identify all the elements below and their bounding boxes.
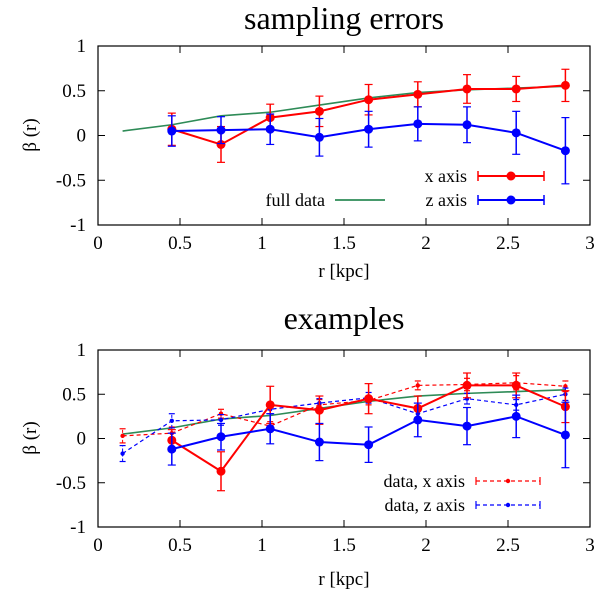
data-point	[364, 95, 374, 105]
x-tick-label: 2	[421, 535, 431, 556]
panel-sampling-errors: sampling errors r [kpc] β (r) 0 0.5 1 1.5 2 2…	[20, 0, 595, 282]
x-axis-label: r [kpc]	[318, 569, 369, 590]
y-tick-label: 1	[77, 36, 87, 57]
x-tick-label: 0	[93, 233, 103, 254]
data-point	[216, 139, 226, 149]
data-point	[462, 84, 472, 94]
x-tick-label: 2	[421, 233, 431, 254]
legend-label: full data	[266, 190, 325, 210]
data-point	[216, 432, 226, 442]
x-tick-label: 0	[93, 535, 103, 556]
data-point	[563, 384, 568, 389]
data-point	[560, 80, 570, 90]
data-point	[120, 451, 125, 456]
data-point	[413, 415, 423, 425]
series	[122, 85, 566, 132]
data-point	[511, 380, 521, 390]
data-point	[120, 433, 125, 439]
data-point	[218, 417, 224, 423]
data-point	[218, 411, 224, 416]
data-point	[314, 132, 324, 142]
x-tick-label: 3	[585, 535, 595, 556]
data-point	[314, 437, 324, 447]
series-line	[122, 382, 566, 437]
x-tick-label: 1	[257, 535, 267, 556]
series	[167, 394, 570, 469]
legend: x axis z axis full data	[266, 166, 545, 210]
plot-area: 0 0.5 1 1.5 2 2.5 3 -1 -0.5 0 0.5 1	[56, 36, 595, 254]
data-point	[364, 124, 374, 134]
data-point	[364, 394, 374, 404]
y-tick-label: -0.5	[56, 170, 86, 191]
x-tick-label: 2.5	[496, 535, 520, 556]
y-tick-label: -0.5	[56, 473, 86, 494]
data-point	[314, 106, 324, 116]
x-tick-label: 3	[585, 233, 595, 254]
x-axis-label: r [kpc]	[318, 261, 369, 282]
x-tick-label: 1.5	[332, 535, 356, 556]
y-tick-label: 0	[77, 126, 87, 147]
data-point	[462, 380, 472, 390]
series-line	[122, 393, 566, 455]
x-tick-label: 0.5	[168, 535, 192, 556]
legend-label: data, z axis	[385, 495, 465, 515]
y-axis-label: β (r)	[20, 118, 41, 151]
series-line	[122, 85, 566, 132]
series	[167, 106, 570, 185]
data-point	[560, 430, 570, 440]
x-tick-label: 2.5	[496, 233, 520, 254]
data-point	[364, 440, 374, 450]
legend-marker	[505, 502, 511, 508]
legend: data, x axis data, z axis	[384, 471, 541, 515]
data-point	[169, 418, 174, 423]
data-point	[413, 89, 423, 99]
x-tick-label: 1.5	[332, 233, 356, 254]
data-point	[167, 126, 177, 136]
y-tick-label: 0	[77, 429, 87, 450]
chart-title: examples	[284, 300, 405, 336]
data-point	[314, 405, 324, 415]
data-point	[167, 444, 177, 454]
y-tick-label: 0.5	[62, 384, 86, 405]
data-point	[511, 128, 521, 138]
data-point	[265, 124, 275, 134]
legend-marker	[506, 195, 516, 205]
y-tick-label: 1	[77, 340, 87, 361]
panel-examples: examples r [kpc] β (r) 0 0.5 1 1.5 2 2.5 3 -1 -0…	[20, 300, 595, 590]
legend-label: z axis	[426, 190, 467, 210]
data-point	[265, 424, 275, 434]
x-tick-label: 0.5	[168, 233, 192, 254]
x-tick-label: 1	[257, 233, 267, 254]
data-point	[216, 466, 226, 476]
data-point	[413, 119, 423, 129]
y-tick-label: -1	[70, 215, 86, 236]
series-line	[122, 389, 566, 435]
data-point	[216, 125, 226, 135]
data-point	[462, 421, 472, 431]
data-point	[560, 146, 570, 156]
data-point	[511, 411, 521, 421]
plot-area: 0 0.5 1 1.5 2 2.5 3 -1 -0.5 0 0.5 1	[56, 340, 595, 556]
y-tick-label: -1	[70, 517, 86, 538]
legend-label: x axis	[425, 166, 468, 186]
data-point	[462, 120, 472, 130]
y-axis-label: β (r)	[20, 421, 41, 454]
chart-title: sampling errors	[244, 0, 444, 36]
legend-label: data, x axis	[384, 471, 465, 491]
series	[122, 389, 566, 435]
data-point	[265, 400, 275, 410]
legend-marker	[505, 478, 511, 484]
data-point	[415, 383, 420, 388]
data-point	[511, 84, 521, 94]
legend-marker	[506, 171, 516, 181]
y-tick-label: 0.5	[62, 81, 86, 102]
